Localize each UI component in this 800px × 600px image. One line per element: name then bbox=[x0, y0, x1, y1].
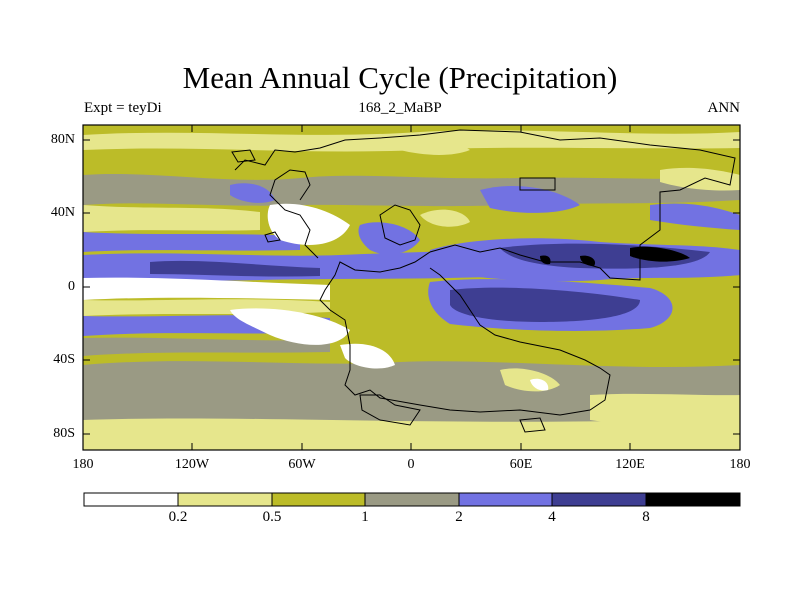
colorbar bbox=[83, 492, 741, 507]
field-patch-blue-npacific bbox=[650, 203, 740, 230]
field-patch-dry-sepacific bbox=[230, 308, 350, 345]
field-band-blue-north bbox=[83, 232, 300, 252]
field-patch-light-sahara bbox=[420, 209, 470, 227]
outline-siberian-sea bbox=[519, 177, 556, 191]
field-patch-blue-europe bbox=[358, 222, 420, 255]
colorbar-box-0 bbox=[83, 492, 179, 507]
outline-antarctic-margin bbox=[359, 394, 421, 426]
field-patch-blue-siberia bbox=[480, 185, 580, 213]
lon-label-120e: 120E bbox=[615, 457, 645, 472]
colorbar-label-0: 0.2 bbox=[168, 509, 188, 525]
field-patch-light-arctic-eu bbox=[400, 138, 470, 155]
outline-europe-sea bbox=[379, 204, 421, 246]
lon-label-180e: 180 bbox=[729, 457, 751, 472]
field-band-light-north bbox=[83, 205, 260, 232]
field-max-asia-3 bbox=[580, 255, 596, 266]
lon-label-60w: 60W bbox=[288, 457, 316, 472]
field-patch-light-se bbox=[590, 393, 740, 426]
colorbar-box-6 bbox=[645, 492, 741, 507]
lat-label-40n: 40N bbox=[50, 205, 75, 220]
outline-north-america bbox=[269, 169, 319, 259]
lat-label-40s: 40S bbox=[53, 352, 75, 367]
colorbar-box-1 bbox=[177, 492, 273, 507]
field-band-dry-equator bbox=[83, 277, 330, 300]
field-patch-dry-australia bbox=[530, 378, 549, 391]
colorbar-box-4 bbox=[458, 492, 553, 507]
lat-label-80s: 80S bbox=[53, 426, 75, 441]
field-patch-light-npac bbox=[660, 167, 740, 191]
lon-label-60e: 60E bbox=[509, 457, 533, 472]
outline-southern-island bbox=[519, 417, 546, 433]
subtitle-label: 168_2_MaBP bbox=[358, 100, 442, 116]
field-patch-blue-nwatl bbox=[230, 183, 275, 203]
colorbar-box-3 bbox=[364, 492, 460, 507]
lat-label-80n: 80N bbox=[50, 132, 75, 147]
colorbar-label-4: 4 bbox=[548, 509, 556, 525]
colorbar-box-5 bbox=[551, 492, 647, 507]
colorbar-label-2: 1 bbox=[361, 509, 369, 525]
field-band-light-south bbox=[83, 418, 740, 450]
outline-small-island bbox=[264, 231, 281, 243]
lat-label-0: 0 bbox=[68, 279, 75, 294]
field-core-pacific bbox=[450, 287, 640, 322]
colorbar-label-3: 2 bbox=[455, 509, 463, 525]
field-core-itcz-west bbox=[150, 260, 320, 277]
field-band-grey-north bbox=[83, 173, 740, 207]
experiment-label: Expt = teyDi bbox=[84, 100, 162, 116]
outline-arctic-island bbox=[231, 149, 256, 163]
precip-field bbox=[83, 125, 740, 450]
lon-label-0: 0 bbox=[407, 457, 415, 472]
lon-label-180w: 180 bbox=[72, 457, 94, 472]
colorbar-label-1: 0.5 bbox=[262, 509, 282, 525]
continent-outlines bbox=[231, 129, 736, 433]
field-patch-dry-nepacific bbox=[267, 203, 350, 245]
field-band-grey-subtrop bbox=[83, 337, 330, 356]
outline-pangaea bbox=[234, 129, 736, 416]
colorbar-box-2 bbox=[271, 492, 366, 507]
lon-label-120w: 120W bbox=[174, 457, 210, 472]
colorbar-label-5: 8 bbox=[642, 509, 650, 525]
season-label: ANN bbox=[707, 100, 741, 116]
map-title: Mean Annual Cycle (Precipitation) bbox=[182, 60, 618, 95]
field-patch-dry-satlantic bbox=[340, 343, 395, 369]
field-max-asia bbox=[630, 246, 690, 262]
axis-ticks bbox=[83, 125, 740, 450]
